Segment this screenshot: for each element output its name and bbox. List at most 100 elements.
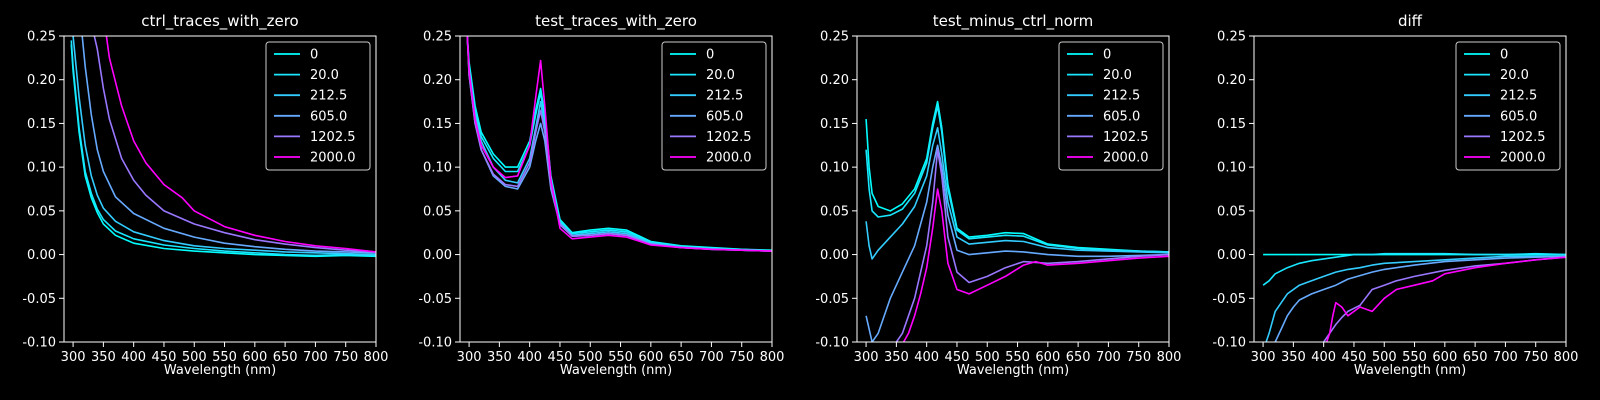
y-tick-label: 0.10 [27, 161, 56, 176]
y-tick-label: 0.20 [27, 73, 56, 88]
x-tick-label: 450 [548, 350, 573, 365]
x-tick-label: 550 [1005, 350, 1030, 365]
x-tick-label: 600 [242, 350, 267, 365]
series-group [1262, 252, 1566, 342]
x-tick-label: 550 [212, 350, 237, 365]
x-tick-label: 800 [364, 350, 389, 365]
x-axis-label: Wavelength (nm) [1354, 363, 1466, 378]
series-line-2000.0 [466, 36, 772, 252]
y-tick-label: 0.25 [27, 30, 56, 45]
legend-label: 2000.0 [310, 151, 356, 166]
x-tick-label: 700 [1096, 350, 1121, 365]
x-tick-label: 500 [578, 350, 603, 365]
y-tick-label: 0.10 [1217, 161, 1246, 176]
y-tick-label: 0.00 [27, 248, 56, 263]
series-line-20.0 [1262, 252, 1566, 286]
x-tick-label: 650 [669, 350, 694, 365]
x-tick-label: 500 [975, 350, 1000, 365]
series-group [865, 100, 1169, 342]
legend-label: 605.0 [1103, 109, 1140, 124]
x-tick-label: 300 [457, 350, 482, 365]
series-line-212.5 [72, 36, 376, 256]
x-tick-label: 550 [1402, 350, 1427, 365]
legend: 0 20.0 212.5 605.0 1202.5 2000.0 [661, 41, 767, 171]
x-tick-label: 350 [1281, 350, 1306, 365]
plot-frame [856, 35, 1170, 343]
legend-label: 0 [1103, 48, 1111, 63]
legend-label: 212.5 [706, 89, 743, 104]
x-tick-label: 500 [1372, 350, 1397, 365]
x-tick-label: 800 [1157, 350, 1182, 365]
chart-title: test_minus_ctrl_norm [933, 12, 1094, 31]
legend-label: 605.0 [706, 109, 743, 124]
y-tick-label: -0.10 [815, 336, 849, 351]
y-tick-label: -0.05 [22, 292, 56, 307]
y-tick-label: 0.10 [820, 161, 849, 176]
series-line-20.0 [70, 40, 376, 257]
x-tick-label: 450 [1342, 350, 1367, 365]
legend-label: 1202.5 [310, 130, 356, 145]
legend: 0 20.0 212.5 605.0 1202.5 2000.0 [265, 41, 371, 171]
series-line-20.0 [865, 105, 1169, 253]
legend-label: 0 [1500, 48, 1508, 63]
chart-title: test_traces_with_zero [535, 12, 697, 31]
x-tick-label: 300 [854, 350, 879, 365]
x-tick-label: 600 [638, 350, 663, 365]
series-line-212.5 [865, 127, 1169, 260]
legend-label: 2000.0 [1500, 151, 1546, 166]
chart-title: diff [1398, 12, 1423, 30]
legend-label: 212.5 [310, 89, 347, 104]
x-tick-label: 750 [1523, 350, 1548, 365]
series-line-212.5 [1265, 255, 1566, 342]
x-tick-label: 800 [1554, 350, 1579, 365]
y-tick-label: 0.00 [820, 248, 849, 263]
series-line-2000.0 [902, 188, 1169, 342]
y-tick-label: 0.00 [1217, 248, 1246, 263]
y-tick-label: -0.10 [418, 336, 452, 351]
x-tick-label: 550 [608, 350, 633, 365]
y-tick-label: -0.10 [1212, 336, 1246, 351]
x-tick-label: 400 [1311, 350, 1336, 365]
x-tick-label: 650 [1066, 350, 1091, 365]
legend-label: 1202.5 [1103, 130, 1149, 145]
legend-label: 0 [706, 48, 714, 63]
legend-label: 1202.5 [1500, 130, 1546, 145]
y-tick-label: 0.15 [820, 117, 849, 132]
y-tick-label: 0.25 [423, 30, 452, 45]
x-tick-label: 300 [1251, 350, 1276, 365]
x-tick-label: 700 [1493, 350, 1518, 365]
y-tick-label: 0.00 [423, 248, 452, 263]
x-tick-label: 450 [945, 350, 970, 365]
series-line-605.0 [81, 36, 376, 254]
chart-panel-4: 300 350 400 450 500 550 600 650 700 750 800 -0.10 -0… [1212, 12, 1578, 378]
x-tick-label: 450 [152, 350, 177, 365]
series-line-1202.5 [93, 36, 376, 253]
legend-label: 1202.5 [706, 130, 752, 145]
x-tick-label: 400 [121, 350, 146, 365]
chart-panel-1: 300 350 400 450 500 550 600 650 700 750 800 -0.10 -0… [22, 12, 388, 378]
y-tick-label: 0.10 [423, 161, 452, 176]
x-tick-label: 500 [182, 350, 207, 365]
legend-label: 2000.0 [706, 151, 752, 166]
x-axis-label: Wavelength (nm) [560, 363, 672, 378]
y-tick-label: 0.15 [423, 117, 452, 132]
x-tick-label: 750 [333, 350, 358, 365]
x-tick-label: 750 [729, 350, 754, 365]
y-tick-label: 0.20 [423, 73, 452, 88]
legend-label: 0 [310, 48, 318, 63]
y-tick-label: 0.20 [1217, 73, 1246, 88]
legend-label: 605.0 [1500, 109, 1537, 124]
legend-label: 20.0 [1103, 68, 1132, 83]
x-tick-label: 750 [1126, 350, 1151, 365]
x-tick-label: 400 [914, 350, 939, 365]
series-line-2000.0 [1325, 256, 1566, 342]
legend-label: 212.5 [1103, 89, 1140, 104]
legend-label: 605.0 [310, 109, 347, 124]
chart-panel-3: 300 350 400 450 500 550 600 650 700 750 800 -0.10 -0… [815, 12, 1181, 378]
y-tick-label: 0.05 [1217, 204, 1246, 219]
legend-label: 20.0 [1500, 68, 1529, 83]
series-group [70, 36, 376, 258]
legend-label: 212.5 [1500, 89, 1537, 104]
series-line-605.0 [1274, 255, 1566, 342]
